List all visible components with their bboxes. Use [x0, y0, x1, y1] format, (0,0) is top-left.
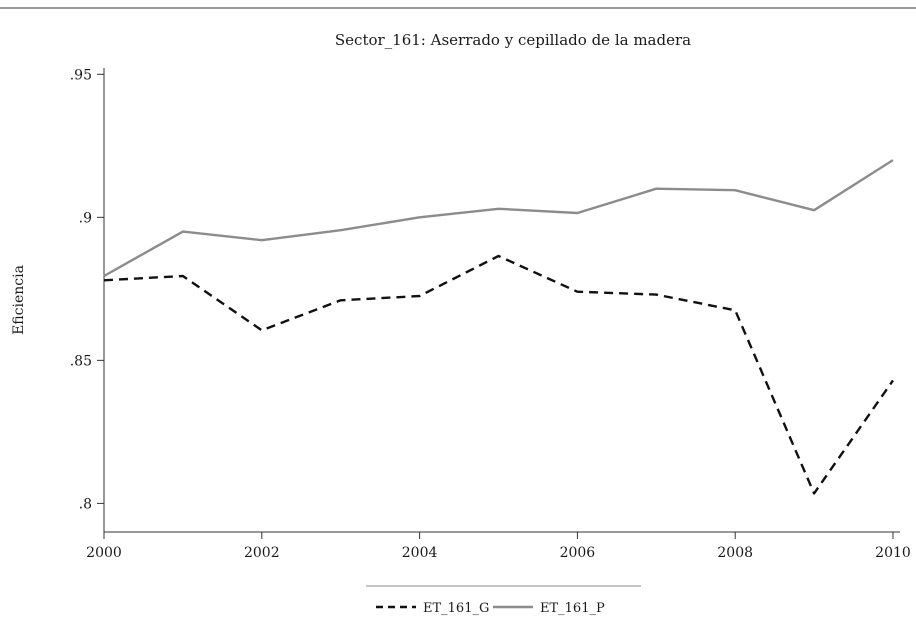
axes — [103, 68, 900, 533]
x-tick-label: 2010 — [875, 545, 911, 561]
x-tick-label: 2008 — [717, 545, 753, 561]
y-tick-label: .9 — [79, 210, 92, 226]
x-tick-label: 2000 — [86, 545, 122, 561]
y-axis-ticks: .8 .85 .9 .95 — [70, 67, 104, 512]
series-line-ET_161_P — [103, 159, 894, 278]
y-tick-label: .95 — [70, 67, 92, 83]
legend: ET_161_G ET_161_P — [366, 585, 641, 616]
y-tick-label: .85 — [70, 353, 92, 369]
legend-label: ET_161_G — [423, 601, 489, 616]
chart-title: Sector_161: Aserrado y cepillado de la m… — [335, 31, 691, 49]
y-axis-label: Eficiencia — [11, 265, 27, 335]
legend-label: ET_161_P — [540, 601, 605, 616]
y-tick-label: .8 — [79, 496, 92, 512]
x-tick-label: 2006 — [560, 545, 596, 561]
x-axis-ticks: 2000 2002 2004 2006 2008 2010 — [86, 532, 911, 561]
series-layer — [103, 159, 894, 495]
x-tick-label: 2002 — [244, 545, 280, 561]
series-line-ET_161_G — [103, 254, 894, 495]
x-tick-label: 2004 — [402, 545, 438, 561]
